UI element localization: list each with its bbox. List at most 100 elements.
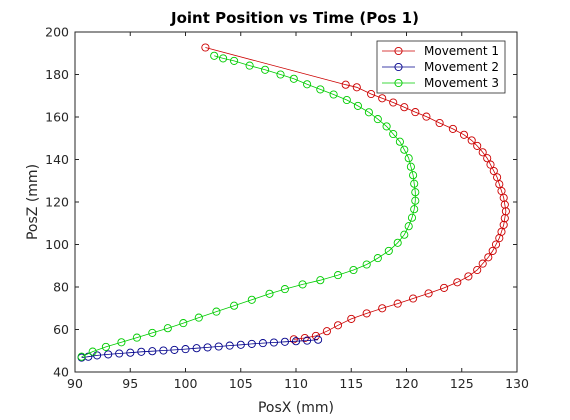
series-1-point [464,272,473,281]
series-1-point [352,83,361,92]
y-tick-label: 200 [45,25,69,40]
y-tick-label: 40 [53,365,69,380]
series-3-point [289,74,298,83]
series-3-point [373,115,382,124]
series-3-line [81,55,416,358]
series-3-point [163,324,172,333]
series-1-point [448,124,457,133]
series-3-point [88,347,97,356]
x-tick-label: 125 [450,376,474,391]
series-1-point [459,130,469,139]
series-3-point [362,260,371,269]
series-3-point [265,289,274,298]
series-1-point [484,253,493,262]
legend-label: Movement 2 [424,60,499,74]
series-2-point [203,343,212,352]
legend-item: Movement 2 [382,60,499,74]
series-2-point [104,350,113,359]
series-3-point [411,188,420,197]
series-3-point [410,179,419,188]
series-2-point [137,347,146,356]
series-3-point [329,90,338,99]
series-3-point [406,162,415,171]
y-tick-label: 160 [45,110,69,125]
series-3-point [400,145,409,154]
series-3-point [219,54,228,63]
series-2-point [303,336,312,345]
series-1-point [495,234,504,243]
series-3-point [316,276,325,285]
series-1-point [300,333,309,343]
series-2-point [192,344,201,353]
series-3-point [353,101,362,110]
series-1 [201,43,510,344]
series-1-point [424,289,433,298]
series-3-point [382,122,391,131]
y-tick-label: 120 [45,195,69,210]
series-3-point [132,333,141,342]
series-3-point [230,301,239,310]
series-2-point [225,341,234,350]
series-2-point [247,339,256,348]
series-1-point [488,246,497,255]
legend: Movement 1 Movement 2 Movement 3 [376,40,506,94]
series-3-point [303,80,312,89]
series-3-point [117,338,126,347]
series-3-point [276,70,285,79]
series-1-point [478,148,487,157]
series-1-point [473,265,482,275]
series-1-point [467,136,476,145]
series-2-point [291,337,301,346]
series-2-point [181,345,190,354]
series-3-point [404,154,413,163]
series-3-point [210,51,219,60]
series-2-point [258,339,267,348]
series-3-point [280,285,289,294]
x-tick-label: 95 [122,376,138,391]
series-3-point [194,313,203,322]
x-axis-label: PosX (mm) [258,400,334,416]
series-1-point [362,309,371,318]
ticks-layer: 90 95 100 105 110 115 120 125 130 40 60 80 100 120 140… [45,25,529,392]
series-1-point [435,118,444,128]
series-3-point [230,56,239,65]
series-1-point [411,108,420,117]
y-tick-label: 140 [45,152,69,167]
x-tick-label: 110 [284,376,308,391]
series-1-point [341,80,350,89]
series-3-point [148,328,157,337]
series-2-point [314,335,323,344]
series-2 [77,335,323,362]
series-3-point [389,129,398,139]
y-tick-label: 80 [53,280,69,295]
series-1-point [491,240,501,249]
series-1-point [333,321,343,330]
series-3-point [395,137,404,146]
series-3-point [333,271,343,280]
y-tick-label: 60 [53,322,69,337]
series-1-point [489,166,498,176]
series-3-point [411,196,420,205]
series-1-point [453,278,462,287]
series-1-point [473,141,482,150]
series-2-point [269,338,278,347]
series-1-point [367,89,376,99]
series-1-point [440,283,449,292]
series-2-point [115,349,124,358]
series-1-point [389,98,398,107]
series-1-point [478,259,487,268]
x-tick-label: 115 [339,376,363,391]
series-3-point [409,171,418,180]
legend-item: Movement 3 [382,76,499,90]
series-3-point [407,213,417,222]
series-2-point [280,337,289,346]
series-2-point [148,347,157,356]
series-3-point [245,61,254,70]
y-axis-label: PosZ (mm) [25,164,41,240]
series-2-point [126,348,135,357]
x-tick-label: 90 [67,376,83,391]
x-tick-label: 105 [229,376,253,391]
series-1-point [409,294,418,303]
series-2-point [170,345,179,354]
